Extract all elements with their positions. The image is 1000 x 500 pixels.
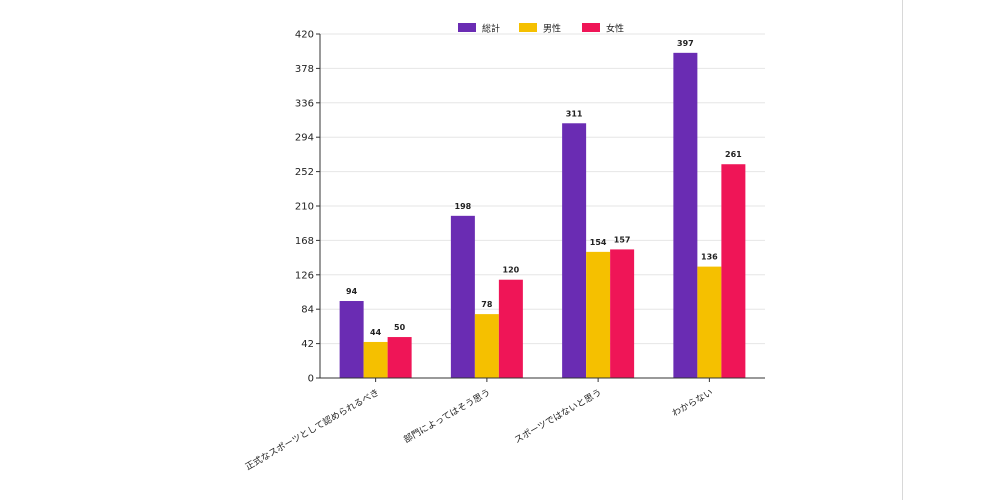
- x-tick-label: 正式なスポーツとして認められるべき: [243, 386, 381, 473]
- y-tick-label: 336: [295, 98, 314, 109]
- y-tick-label: 420: [295, 30, 314, 41]
- bar-value-label: 397: [677, 39, 694, 48]
- bar: [610, 249, 635, 378]
- y-tick-label: 252: [295, 167, 314, 178]
- bar-value-label: 136: [701, 253, 718, 262]
- legend-swatch: [519, 23, 537, 32]
- bar-value-label: 261: [725, 150, 742, 159]
- bar: [339, 301, 364, 378]
- y-tick-label: 294: [295, 133, 314, 144]
- bar-value-label: 157: [614, 235, 631, 244]
- bar: [363, 341, 388, 378]
- legend: 総計 男性 女性: [458, 23, 624, 35]
- y-tick-label: 0: [308, 374, 314, 385]
- y-tick-label: 42: [301, 339, 314, 350]
- data-labels: 94 44 50 198 78 120 311 154 157 397 136 261: [346, 39, 742, 337]
- bar: [697, 266, 722, 378]
- y-tick-label: 378: [295, 64, 314, 75]
- x-tick-label: わからない: [670, 387, 714, 419]
- legend-swatch: [458, 23, 476, 32]
- y-axis-ticks: 0 42 84 126 168 210 252 294 336 378 420: [295, 30, 320, 385]
- legend-label: 総計: [482, 23, 500, 35]
- bar-value-label: 94: [346, 287, 358, 296]
- bar: [498, 279, 523, 378]
- y-tick-label: 84: [301, 305, 314, 316]
- bar-value-label: 78: [481, 300, 493, 309]
- bar: [562, 123, 587, 379]
- bar-value-label: 198: [455, 202, 472, 211]
- bar: [586, 251, 611, 378]
- page-divider: [902, 0, 903, 500]
- y-tick-label: 168: [295, 236, 314, 247]
- x-tick-label: スポーツではないと思う: [513, 387, 604, 446]
- bar-value-label: 311: [566, 109, 583, 118]
- bar: [673, 52, 698, 378]
- legend-swatch: [582, 23, 600, 32]
- y-tick-label: 210: [295, 202, 314, 213]
- bar-value-label: 120: [503, 266, 520, 275]
- bar: [721, 164, 746, 378]
- bar: [387, 337, 412, 378]
- x-tick-label: 部門によってはそう思う: [401, 386, 492, 445]
- bar: [474, 314, 499, 378]
- x-axis-ticks: 正式なスポーツとして認められるべき 部門によってはそう思う スポーツではないと思う わ…: [243, 378, 715, 473]
- bar-value-label: 44: [370, 328, 382, 337]
- y-tick-label: 126: [295, 270, 314, 281]
- legend-label: 女性: [606, 23, 624, 35]
- bar-value-label: 50: [394, 323, 406, 332]
- bar-value-label: 154: [590, 238, 607, 247]
- bars: [339, 52, 746, 379]
- legend-label: 男性: [543, 23, 561, 35]
- bar: [450, 215, 475, 378]
